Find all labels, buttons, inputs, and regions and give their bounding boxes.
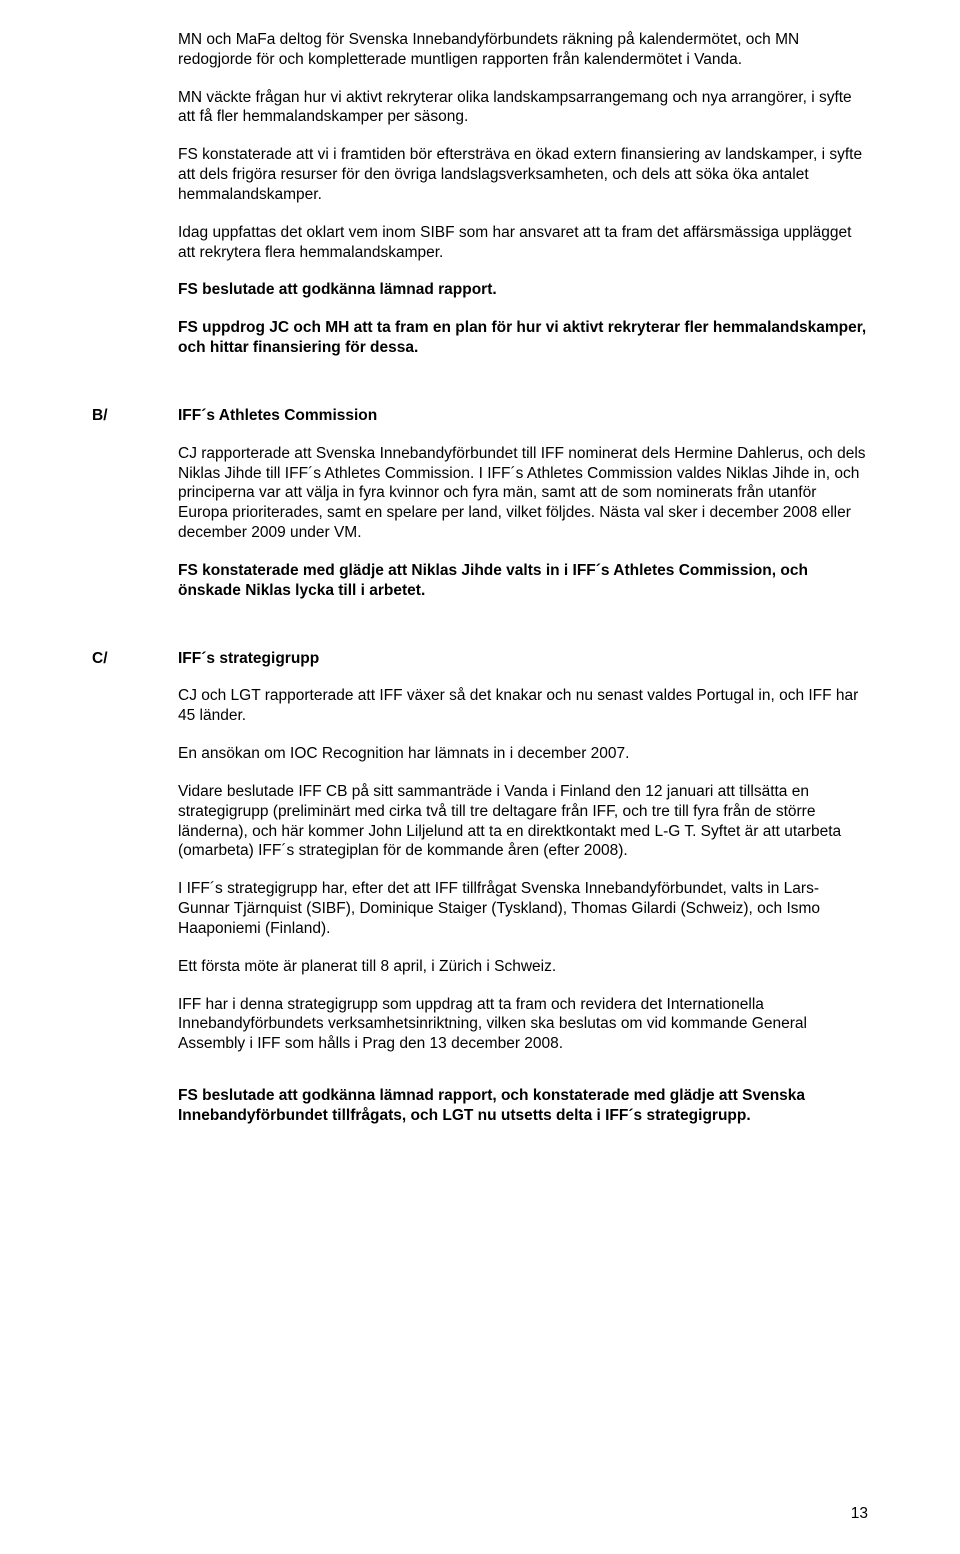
paragraph-bold: FS konstaterade med glädje att Niklas Ji… bbox=[178, 561, 868, 601]
paragraph-bold: FS beslutade att godkänna lämnad rapport… bbox=[178, 280, 868, 300]
section-c-body: CJ och LGT rapporterade att IFF växer så… bbox=[178, 686, 868, 1125]
section-label-c: C/ bbox=[92, 649, 178, 669]
section-heading-b: IFF´s Athletes Commission bbox=[178, 406, 377, 426]
paragraph: Ett första möte är planerat till 8 april… bbox=[178, 957, 868, 977]
paragraph: CJ rapporterade att Svenska Innebandyför… bbox=[178, 444, 868, 543]
paragraph: CJ och LGT rapporterade att IFF växer så… bbox=[178, 686, 868, 726]
document-page: MN och MaFa deltog för Svenska Innebandy… bbox=[0, 0, 960, 1554]
paragraph: IFF har i denna strategigrupp som uppdra… bbox=[178, 995, 868, 1054]
paragraph-bold: FS beslutade att godkänna lämnad rapport… bbox=[178, 1086, 868, 1126]
paragraph: En ansökan om IOC Recognition har lämnat… bbox=[178, 744, 868, 764]
section-b-body: CJ rapporterade att Svenska Innebandyför… bbox=[178, 444, 868, 601]
intro-block: MN och MaFa deltog för Svenska Innebandy… bbox=[178, 30, 868, 358]
paragraph: I IFF´s strategigrupp har, efter det att… bbox=[178, 879, 868, 938]
page-number: 13 bbox=[851, 1504, 868, 1524]
section-label-b: B/ bbox=[92, 406, 178, 426]
paragraph: FS konstaterade att vi i framtiden bör e… bbox=[178, 145, 868, 204]
paragraph: Idag uppfattas det oklart vem inom SIBF … bbox=[178, 223, 868, 263]
section-b-row: B/ IFF´s Athletes Commission bbox=[92, 406, 868, 426]
paragraph: Vidare beslutade IFF CB på sitt sammantr… bbox=[178, 782, 868, 861]
section-c-row: C/ IFF´s strategigrupp bbox=[92, 649, 868, 669]
section-heading-c: IFF´s strategigrupp bbox=[178, 649, 319, 669]
paragraph-bold: FS uppdrog JC och MH att ta fram en plan… bbox=[178, 318, 868, 358]
paragraph: MN och MaFa deltog för Svenska Innebandy… bbox=[178, 30, 868, 70]
paragraph: MN väckte frågan hur vi aktivt rekrytera… bbox=[178, 88, 868, 128]
